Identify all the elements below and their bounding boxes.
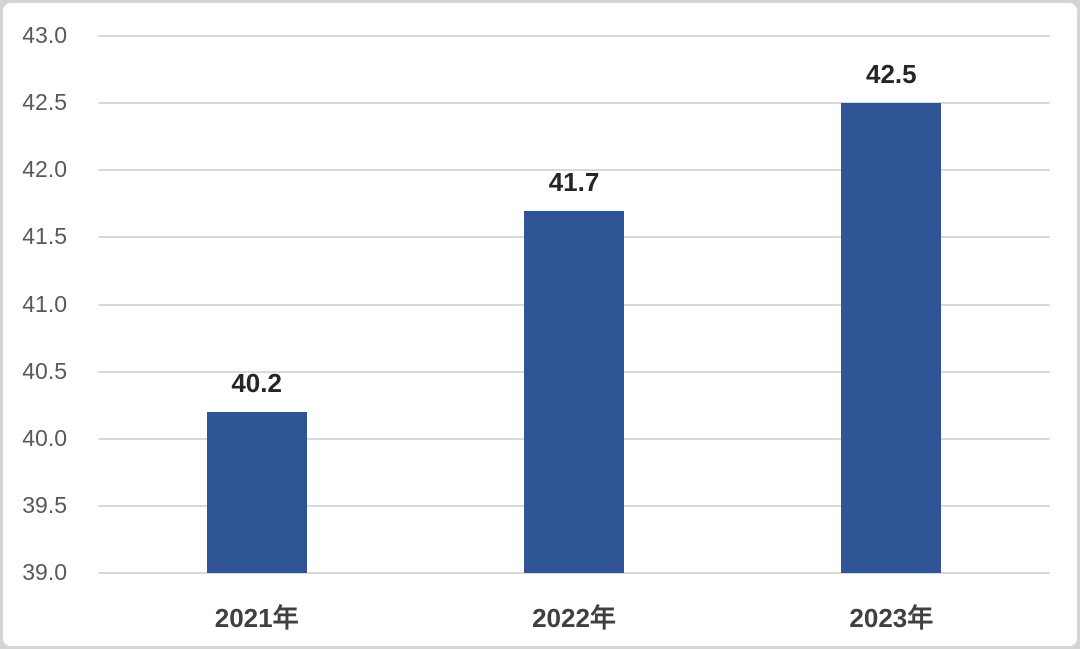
- bar: [206, 411, 307, 573]
- y-axis-tick-label: 40.0: [22, 424, 67, 451]
- y-axis-tick-label: 41.5: [22, 223, 67, 250]
- y-axis-tick-label: 42.5: [22, 89, 67, 116]
- y-axis-tick-label: 42.0: [22, 156, 67, 183]
- y-axis-tick-label: 43.0: [22, 22, 67, 48]
- category-label: 2023年: [849, 603, 934, 633]
- gridline: [98, 35, 1050, 37]
- category-label: 2022年: [532, 603, 616, 633]
- bar-chart: 39.0 39.5 40.0 40.5 41.0 41.5 42.0 42.5 43.0 40.2…: [3, 3, 1077, 646]
- bar: [841, 103, 942, 573]
- gridline: [98, 169, 1050, 172]
- plot-area: [98, 35, 1050, 574]
- gridline: [98, 102, 1050, 105]
- bar-value-label: 41.7: [548, 166, 600, 197]
- bar: [524, 210, 624, 573]
- bar-value-label: 40.2: [231, 367, 282, 398]
- y-axis-tick-label: 39.5: [22, 491, 67, 518]
- y-axis-tick-label: 41.0: [22, 290, 67, 317]
- category-label: 2021年: [214, 603, 299, 633]
- gridline: [98, 572, 1050, 574]
- y-axis-tick-label: 40.5: [22, 357, 67, 384]
- bar-value-label: 42.5: [866, 59, 917, 90]
- y-axis-tick-label: 39.0: [22, 559, 67, 585]
